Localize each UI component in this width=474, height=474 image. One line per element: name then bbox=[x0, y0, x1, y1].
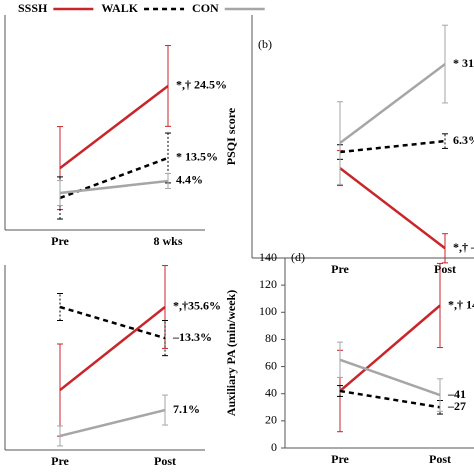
error-bar bbox=[162, 394, 168, 426]
x-tick-label: 8 wks bbox=[153, 234, 182, 248]
x-tick-label: Post bbox=[429, 452, 451, 466]
error-bar bbox=[57, 180, 63, 206]
panel-label: (d) bbox=[291, 250, 305, 264]
annotation: *,† – bbox=[453, 240, 474, 254]
series-line bbox=[339, 389, 441, 409]
y-tick-label: 20 bbox=[265, 413, 277, 427]
series-line bbox=[339, 167, 446, 250]
error-bar bbox=[165, 172, 171, 190]
error-bar bbox=[437, 262, 443, 349]
y-tick-label: 0 bbox=[271, 440, 277, 454]
error-bar bbox=[162, 320, 168, 357]
legend-label: SSSH bbox=[18, 1, 48, 15]
y-tick-label: 120 bbox=[259, 277, 277, 291]
annotation: *,† 14 bbox=[448, 297, 474, 311]
error-bar bbox=[442, 24, 448, 104]
error-bar bbox=[57, 343, 63, 437]
error-bar bbox=[57, 425, 63, 447]
error-bar bbox=[337, 101, 343, 185]
x-tick-label: Pre bbox=[331, 452, 349, 466]
annotation: * 31 bbox=[453, 56, 474, 70]
error-bar bbox=[442, 133, 448, 149]
series-line bbox=[339, 139, 446, 154]
annotation: –13.3% bbox=[172, 330, 212, 344]
x-tick-label: Post bbox=[154, 454, 176, 468]
error-bar bbox=[337, 341, 343, 378]
annotation: –41 bbox=[447, 387, 466, 401]
x-tick-label: Pre bbox=[51, 454, 69, 468]
error-bar bbox=[337, 385, 343, 397]
y-tick-label: 40 bbox=[265, 385, 277, 399]
error-bar bbox=[57, 292, 63, 321]
y-tick-label: 80 bbox=[265, 331, 277, 345]
series-line bbox=[59, 305, 166, 340]
y-axis-label: PSQI score bbox=[224, 107, 238, 165]
x-tick-label: Pre bbox=[331, 262, 349, 276]
x-tick-label: Pre bbox=[51, 234, 69, 248]
panel-label: (b) bbox=[258, 37, 272, 51]
y-tick-label: 60 bbox=[265, 358, 277, 372]
y-axis-label: Auxiliary PA (min/week) bbox=[224, 290, 238, 416]
y-tick-label: 100 bbox=[259, 304, 277, 318]
series-line bbox=[339, 304, 441, 392]
error-bar bbox=[442, 233, 448, 264]
y-tick-label: 140 bbox=[259, 250, 277, 264]
legend-label: CON bbox=[192, 1, 219, 15]
error-bar bbox=[437, 378, 443, 412]
annotation: * 13.5% bbox=[176, 150, 218, 164]
series-line bbox=[59, 306, 166, 392]
annotation: *,† 24.5% bbox=[176, 78, 227, 92]
error-bar bbox=[162, 265, 168, 349]
series-line bbox=[339, 358, 441, 397]
annotation: 7.1% bbox=[173, 402, 200, 416]
series-line bbox=[59, 84, 169, 170]
series-line bbox=[339, 63, 446, 145]
annotation: 4.4% bbox=[176, 173, 203, 187]
legend-label: WALK bbox=[101, 1, 138, 15]
annotation: –27 bbox=[447, 399, 466, 413]
series-line bbox=[59, 179, 169, 195]
annotation: *,†35.6% bbox=[173, 299, 221, 313]
series-line bbox=[59, 408, 166, 438]
error-bar bbox=[165, 45, 171, 127]
annotation: 6.3% bbox=[453, 133, 474, 147]
